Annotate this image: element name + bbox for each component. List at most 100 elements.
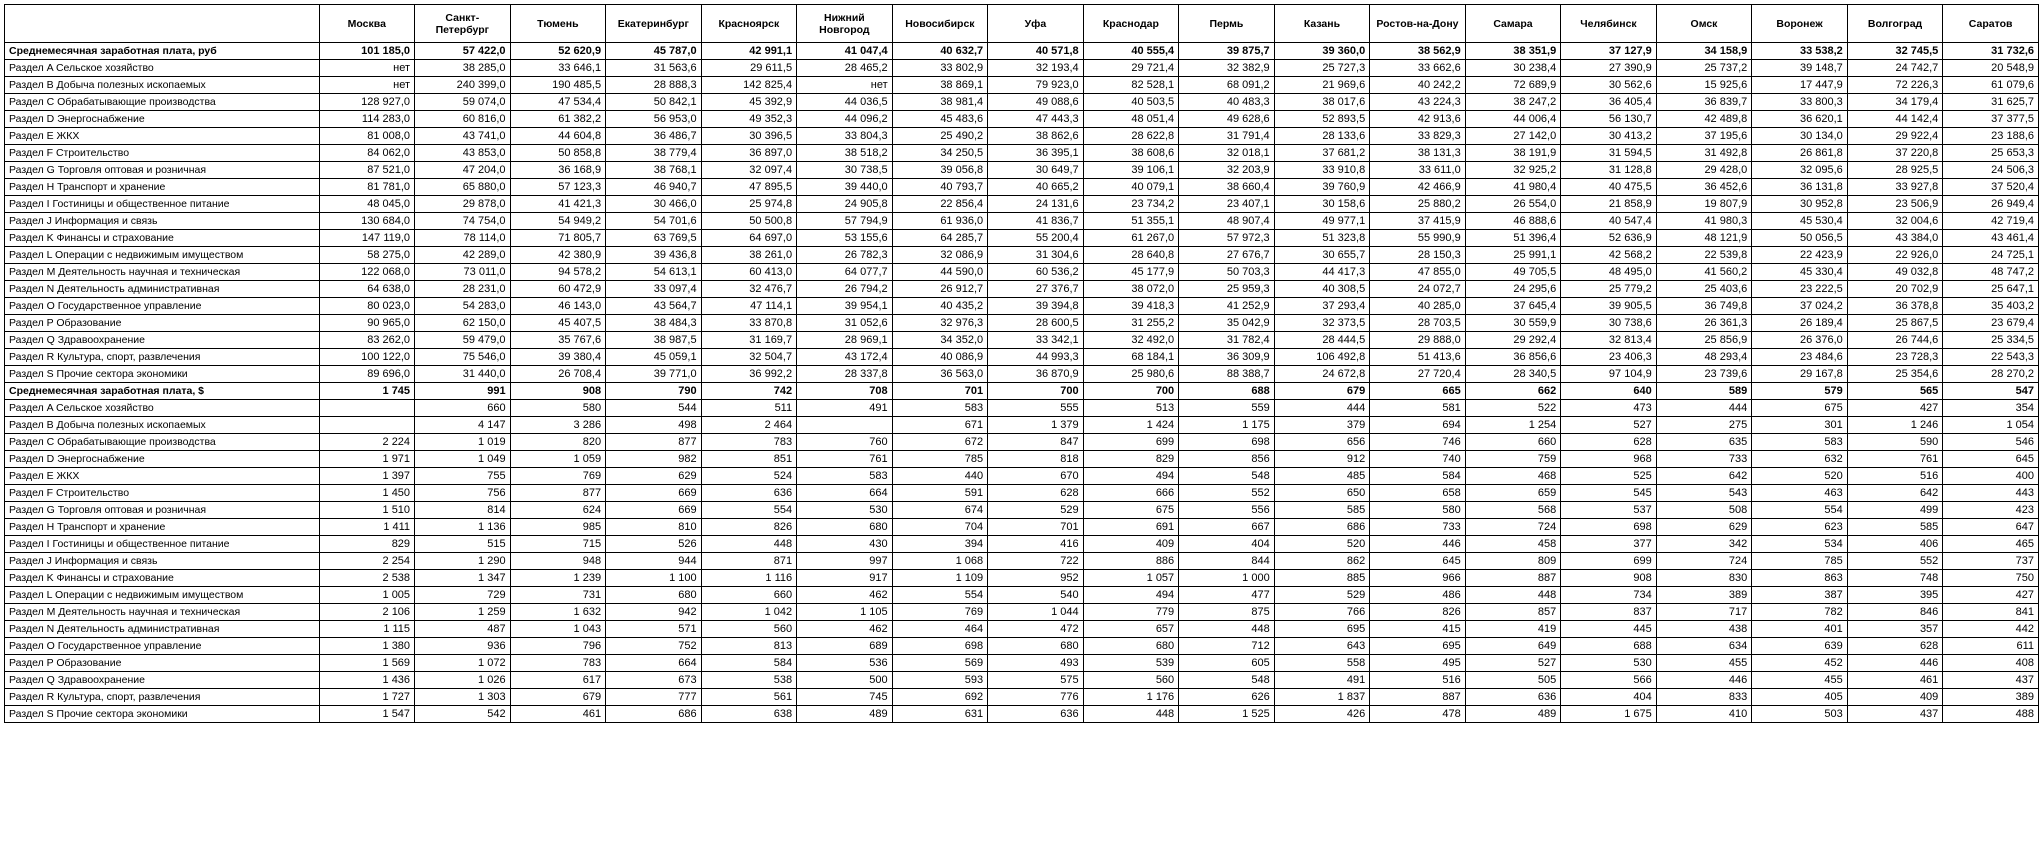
cell: 731 bbox=[510, 587, 606, 604]
cell: 468 bbox=[1465, 468, 1561, 485]
cell: 944 bbox=[606, 553, 702, 570]
cell: 49 705,5 bbox=[1465, 264, 1561, 281]
cell: 38 768,1 bbox=[606, 162, 702, 179]
row-label: Раздел O Государственное управление bbox=[5, 298, 320, 315]
cell: 88 388,7 bbox=[1179, 366, 1275, 383]
cell: 783 bbox=[510, 655, 606, 672]
cell: 444 bbox=[1656, 400, 1752, 417]
cell: 32 504,7 bbox=[701, 349, 797, 366]
cell: 51 355,1 bbox=[1083, 213, 1179, 230]
col-header: Санкт-Петербург bbox=[415, 5, 511, 43]
cell: 31 169,7 bbox=[701, 332, 797, 349]
cell: 673 bbox=[606, 672, 702, 689]
cell: 498 bbox=[606, 417, 702, 434]
cell: 32 476,7 bbox=[701, 281, 797, 298]
cell: 782 bbox=[1752, 604, 1848, 621]
cell: 36 749,8 bbox=[1656, 298, 1752, 315]
cell: 28 622,8 bbox=[1083, 128, 1179, 145]
cell: 40 475,5 bbox=[1561, 179, 1657, 196]
cell: 34 250,5 bbox=[892, 145, 988, 162]
cell: 61 267,0 bbox=[1083, 230, 1179, 247]
cell: 473 bbox=[1561, 400, 1657, 417]
cell: нет bbox=[319, 77, 415, 94]
cell: 750 bbox=[1943, 570, 2039, 587]
cell: 856 bbox=[1179, 451, 1275, 468]
cell: 1 525 bbox=[1179, 706, 1275, 723]
cell: 29 878,0 bbox=[415, 196, 511, 213]
cell: 29 428,0 bbox=[1656, 162, 1752, 179]
table-row: Раздел J Информация и связь130 684,074 7… bbox=[5, 213, 2039, 230]
row-label: Раздел I Гостиницы и общественное питани… bbox=[5, 536, 320, 553]
cell: 28 231,0 bbox=[415, 281, 511, 298]
cell: 448 bbox=[1179, 621, 1275, 638]
row-label: Среднемесячная заработная плата, $ bbox=[5, 383, 320, 400]
cell: 39 905,5 bbox=[1561, 298, 1657, 315]
row-label: Раздел F Строительство bbox=[5, 145, 320, 162]
cell: 31 732,6 bbox=[1943, 43, 2039, 60]
cell: 489 bbox=[1465, 706, 1561, 723]
cell: 560 bbox=[701, 621, 797, 638]
col-header: Саратов bbox=[1943, 5, 2039, 43]
cell: 33 611,0 bbox=[1370, 162, 1466, 179]
cell: 455 bbox=[1752, 672, 1848, 689]
cell: 2 106 bbox=[319, 604, 415, 621]
cell: 114 283,0 bbox=[319, 111, 415, 128]
cell: 440 bbox=[892, 468, 988, 485]
cell: 50 842,1 bbox=[606, 94, 702, 111]
cell: 575 bbox=[988, 672, 1084, 689]
cell: 580 bbox=[1370, 502, 1466, 519]
table-row: Раздел I Гостиницы и общественное питани… bbox=[5, 196, 2039, 213]
cell: 491 bbox=[797, 400, 893, 417]
cell: 275 bbox=[1656, 417, 1752, 434]
cell: 190 485,5 bbox=[510, 77, 606, 94]
cell: 28 337,8 bbox=[797, 366, 893, 383]
cell: 36 870,9 bbox=[988, 366, 1084, 383]
cell: 529 bbox=[988, 502, 1084, 519]
cell: 51 413,6 bbox=[1370, 349, 1466, 366]
cell: 851 bbox=[701, 451, 797, 468]
cell: 761 bbox=[797, 451, 893, 468]
table-row: Раздел P Образование90 965,062 150,045 4… bbox=[5, 315, 2039, 332]
cell: 1 632 bbox=[510, 604, 606, 621]
cell: 525 bbox=[1561, 468, 1657, 485]
cell: 52 893,5 bbox=[1274, 111, 1370, 128]
cell: 48 907,4 bbox=[1179, 213, 1275, 230]
cell: 748 bbox=[1847, 570, 1943, 587]
cell: 38 987,5 bbox=[606, 332, 702, 349]
cell: 408 bbox=[1943, 655, 2039, 672]
cell: 38 981,4 bbox=[892, 94, 988, 111]
cell: 22 926,0 bbox=[1847, 247, 1943, 264]
cell: 936 bbox=[415, 638, 511, 655]
cell: 908 bbox=[510, 383, 606, 400]
cell: 1 042 bbox=[701, 604, 797, 621]
table-row: Раздел Q Здравоохранение83 262,059 479,0… bbox=[5, 332, 2039, 349]
cell: 695 bbox=[1370, 638, 1466, 655]
cell: 33 800,3 bbox=[1752, 94, 1848, 111]
cell: 724 bbox=[1656, 553, 1752, 570]
cell: 991 bbox=[415, 383, 511, 400]
cell: 669 bbox=[606, 485, 702, 502]
cell: 461 bbox=[1847, 672, 1943, 689]
cell: 55 990,9 bbox=[1370, 230, 1466, 247]
cell: 537 bbox=[1561, 502, 1657, 519]
cell: 39 771,0 bbox=[606, 366, 702, 383]
row-label: Раздел S Прочие сектора экономики bbox=[5, 706, 320, 723]
cell: 426 bbox=[1274, 706, 1370, 723]
cell: 1 115 bbox=[319, 621, 415, 638]
cell: 36 839,7 bbox=[1656, 94, 1752, 111]
cell: 437 bbox=[1943, 672, 2039, 689]
cell: 27 676,7 bbox=[1179, 247, 1275, 264]
cell: 42 719,4 bbox=[1943, 213, 2039, 230]
cell: 32 745,5 bbox=[1847, 43, 1943, 60]
cell: 634 bbox=[1656, 638, 1752, 655]
cell: 22 856,4 bbox=[892, 196, 988, 213]
cell: 50 056,5 bbox=[1752, 230, 1848, 247]
cell: 31 563,6 bbox=[606, 60, 702, 77]
table-row: Раздел K Финансы и страхование147 119,07… bbox=[5, 230, 2039, 247]
table-row: Раздел L Операции с недвижимым имущество… bbox=[5, 587, 2039, 604]
row-label: Раздел K Финансы и страхование bbox=[5, 570, 320, 587]
table-row: Раздел J Информация и связь2 2541 290948… bbox=[5, 553, 2039, 570]
cell: 48 747,2 bbox=[1943, 264, 2039, 281]
cell: 39 418,3 bbox=[1083, 298, 1179, 315]
cell: 43 564,7 bbox=[606, 298, 702, 315]
